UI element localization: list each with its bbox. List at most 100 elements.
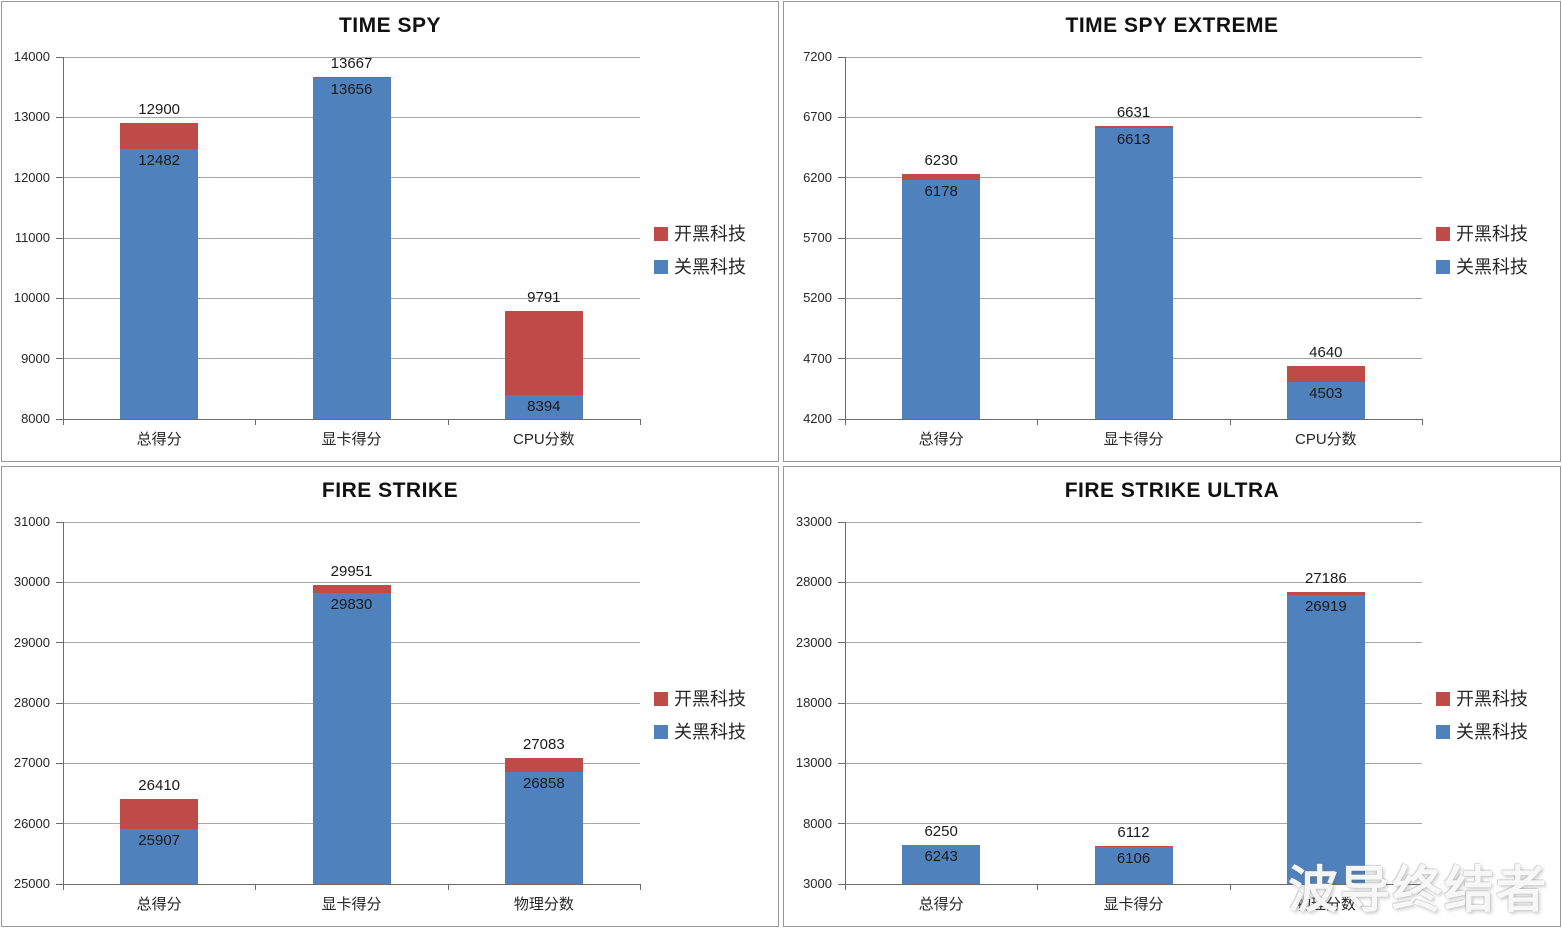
chart-panel-time-spy-extreme: TIME SPY EXTREME 4200 4700 5200 5700 6200 6700… xyxy=(783,1,1561,462)
bar-series-off xyxy=(504,771,583,884)
chart-title: TIME SPY EXTREME xyxy=(1065,14,1279,37)
legend-label: 关黑科技 xyxy=(674,722,746,742)
y-tick-label: 33000 xyxy=(795,514,832,529)
y-tick-label: 5700 xyxy=(803,230,832,245)
y-tick-label: 6200 xyxy=(803,169,832,185)
legend-item: 关黑科技 xyxy=(654,256,746,278)
y-tick-label: 4200 xyxy=(803,411,832,426)
category-label: 物理分数 xyxy=(1295,896,1356,913)
x-axis-tick xyxy=(63,884,64,890)
chart-panel-fire-strike-ultra: FIRE STRIKE ULTRA 3000 8000 13000 18000 23000… xyxy=(783,466,1561,927)
bar-value-label-on: 27083 xyxy=(522,736,565,754)
y-axis-tick xyxy=(838,177,845,179)
y-axis-tick xyxy=(56,297,63,299)
y-axis-tick xyxy=(838,297,845,299)
legend-label: 开黑科技 xyxy=(1456,689,1528,709)
y-tick-label: 14000 xyxy=(13,49,50,64)
y-axis-tick xyxy=(838,823,845,825)
legend-label: 关黑科技 xyxy=(1456,722,1528,742)
legend-item: 开黑科技 xyxy=(654,688,746,710)
bar-value-label-off: 6106 xyxy=(1116,849,1151,867)
y-axis-tick xyxy=(56,581,63,583)
legend-label: 开黑科技 xyxy=(1456,224,1528,244)
watermark: 波导终结者 xyxy=(1288,862,1548,918)
y-tick-label: 23000 xyxy=(795,634,832,650)
category-label: 显卡得分 xyxy=(321,431,382,448)
y-axis-tick xyxy=(56,177,63,179)
y-tick-label: 9000 xyxy=(21,350,50,366)
y-axis-tick xyxy=(838,56,845,58)
y-axis-tick xyxy=(838,521,845,523)
legend: 开黑科技 关黑科技 xyxy=(1436,688,1528,743)
bar-value-label-on: 29951 xyxy=(330,563,373,581)
x-axis-tick xyxy=(63,419,64,425)
chart-title: FIRE STRIKE xyxy=(321,479,459,502)
bar-value-label-on: 26410 xyxy=(138,776,181,794)
legend-swatch xyxy=(654,725,668,739)
y-axis-tick xyxy=(56,702,63,704)
y-tick-label: 7200 xyxy=(803,49,832,64)
bar-series-off xyxy=(1094,846,1173,884)
bar-series-off xyxy=(1286,382,1365,419)
category-label: CPU分数 xyxy=(1294,431,1357,448)
gridline xyxy=(845,116,1422,118)
bar-value-label-off: 29830 xyxy=(330,595,373,613)
y-axis-line xyxy=(63,522,64,884)
x-axis-tick xyxy=(640,884,641,890)
y-axis-tick xyxy=(56,823,63,825)
legend-label: 关黑科技 xyxy=(674,257,746,277)
bar-value-label-on: 6631 xyxy=(1116,103,1151,121)
legend: 开黑科技关黑科技 xyxy=(1436,223,1528,278)
gridline xyxy=(63,521,640,523)
y-tick-label: 11000 xyxy=(14,230,50,245)
bar-value-label-off: 6613 xyxy=(1116,130,1151,148)
legend-item: 关黑科技 xyxy=(1436,721,1528,743)
bar-value-label-on: 6250 xyxy=(924,822,958,840)
legend-label: 开黑科技 xyxy=(674,224,746,244)
y-tick-label: 30000 xyxy=(13,574,50,590)
bar-value-label-off: 6243 xyxy=(924,847,958,865)
y-tick-label: 13000 xyxy=(13,109,50,125)
legend-item: 开黑科技 xyxy=(1436,223,1528,245)
bar-series-off xyxy=(312,77,391,419)
legend-swatch xyxy=(1436,227,1450,241)
bar-series-off xyxy=(902,844,981,884)
bar-value-label-on: 9791 xyxy=(527,288,561,306)
bar-series-off xyxy=(504,395,583,419)
bar-value-label-on: 27186 xyxy=(1304,570,1347,588)
x-axis-tick xyxy=(255,884,257,890)
gridline xyxy=(845,762,1422,764)
bar-value-label-on: 6112 xyxy=(1117,824,1150,842)
y-axis-tick xyxy=(838,762,845,764)
y-axis-tick xyxy=(56,642,63,644)
y-axis-tick xyxy=(56,358,63,360)
category-label: 总得分 xyxy=(918,431,964,448)
legend-item: 关黑科技 xyxy=(1436,256,1528,278)
y-tick-label: 18000 xyxy=(795,695,832,710)
gridline xyxy=(63,581,640,583)
y-axis-tick xyxy=(56,56,63,58)
category-label: 显卡得分 xyxy=(1103,431,1164,448)
bar-series-off xyxy=(1286,595,1365,884)
x-axis-tick xyxy=(447,419,449,425)
legend-item: 关黑科技 xyxy=(654,721,746,743)
bar-value-label-off: 13656 xyxy=(330,80,373,98)
x-axis-line xyxy=(845,884,1423,885)
y-tick-label: 25000 xyxy=(13,876,50,891)
legend-swatch xyxy=(1436,260,1450,274)
y-tick-label: 27000 xyxy=(13,755,50,771)
y-axis-tick xyxy=(56,521,63,523)
legend-item: 开黑科技 xyxy=(1436,688,1528,710)
x-axis-tick xyxy=(640,419,641,425)
x-axis-tick xyxy=(1422,884,1423,890)
y-tick-label: 26000 xyxy=(13,815,50,831)
y-tick-label: 5200 xyxy=(803,290,832,306)
y-tick-label: 28000 xyxy=(13,695,50,710)
category-label: 显卡得分 xyxy=(321,896,382,913)
y-tick-label: 31000 xyxy=(13,514,50,529)
y-axis-tick xyxy=(56,237,63,239)
y-axis-tick xyxy=(56,762,63,764)
chart-panel-fire-strike: FIRE STRIKE 25000 26000 27000 28000 29000 3000… xyxy=(1,466,779,927)
x-axis-line xyxy=(63,419,641,420)
gridline xyxy=(845,642,1422,644)
